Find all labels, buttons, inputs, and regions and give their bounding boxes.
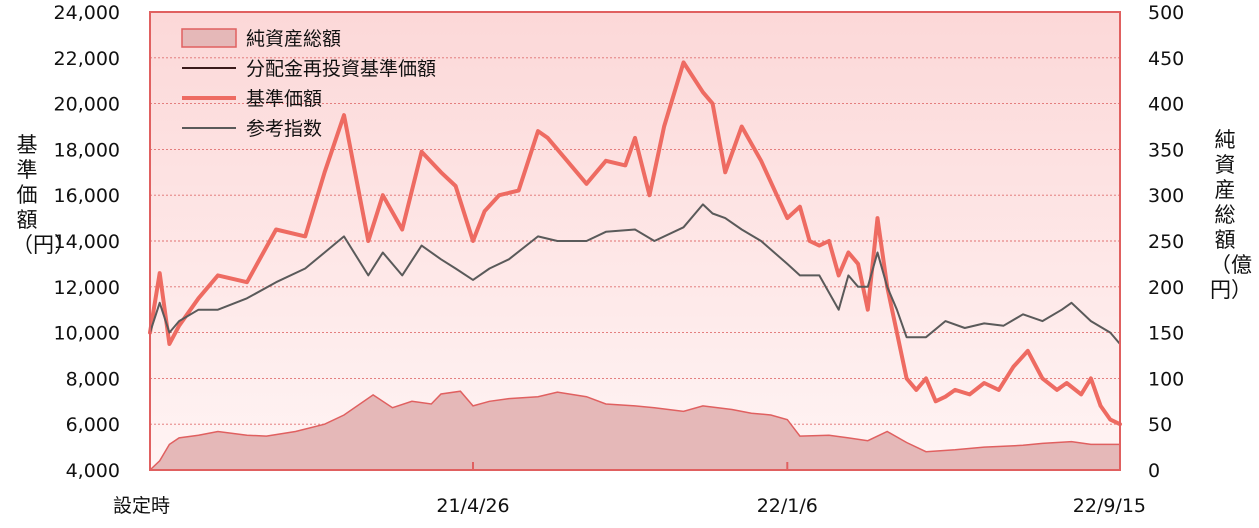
y-left-tick-label: 6,000 xyxy=(66,414,120,436)
y-left-tick-label: 10,000 xyxy=(54,323,120,345)
x-tick-label: 22/9/15 xyxy=(1073,495,1146,517)
series-net-assets-line xyxy=(149,390,1120,471)
legend-label: 分配金再投資基準価額 xyxy=(246,58,436,80)
y-right-tick-label: 0 xyxy=(1148,460,1160,482)
series-line-2 xyxy=(148,60,1122,427)
legend-label: 参考指数 xyxy=(246,118,322,140)
y-right-tick-label: 500 xyxy=(1148,2,1184,24)
series-net-assets-area xyxy=(150,391,1120,470)
grid-lines xyxy=(150,57,1120,425)
x-tick-marks xyxy=(149,462,1121,470)
y-left-tick-label: 18,000 xyxy=(54,139,120,161)
x-axis-ticks: 設定時 21/4/26 22/1/6 22/9/15 xyxy=(113,495,1146,517)
plot-frame xyxy=(149,11,1121,471)
series-line-3 xyxy=(149,203,1121,345)
y-right-tick-label: 350 xyxy=(1148,139,1184,161)
x-tick-label: 22/1/6 xyxy=(757,495,818,517)
legend-label: 基準価額 xyxy=(246,88,322,110)
y-axis-right-ticks: 0 50 100 150 200 250 300 350 400 450 500 xyxy=(1148,2,1184,482)
y-left-tick-label: 12,000 xyxy=(54,277,120,299)
y-axis-left-label: 基準価額（円） xyxy=(12,133,75,257)
y-left-tick-label: 22,000 xyxy=(54,48,120,70)
series-layer xyxy=(148,60,1122,471)
y-left-tick-label: 4,000 xyxy=(66,460,120,482)
y-left-tick-label: 14,000 xyxy=(54,231,120,253)
legend-swatch-net-assets xyxy=(181,28,237,48)
y-right-tick-label: 100 xyxy=(1148,368,1184,390)
y-axis-left-ticks: 4,000 6,000 8,000 10,000 12,000 14,000 16,000 1… xyxy=(54,2,120,482)
legend-label: 純資産総額 xyxy=(246,28,341,50)
y-right-tick-label: 400 xyxy=(1148,94,1184,116)
y-right-tick-label: 300 xyxy=(1148,185,1184,207)
y-right-tick-label: 150 xyxy=(1148,323,1184,345)
y-right-tick-label: 450 xyxy=(1148,48,1184,70)
x-tick-label: 21/4/26 xyxy=(436,495,509,517)
y-axis-right-label: 純資産総額（億円） xyxy=(1210,128,1252,302)
y-right-tick-label: 50 xyxy=(1148,414,1172,436)
y-left-tick-label: 24,000 xyxy=(54,2,120,24)
y-right-tick-label: 200 xyxy=(1148,277,1184,299)
y-left-tick-label: 16,000 xyxy=(54,185,120,207)
y-left-tick-label: 8,000 xyxy=(66,368,120,390)
x-tick-label: 設定時 xyxy=(113,495,170,517)
y-right-tick-label: 250 xyxy=(1148,231,1184,253)
y-left-tick-label: 20,000 xyxy=(54,94,120,116)
